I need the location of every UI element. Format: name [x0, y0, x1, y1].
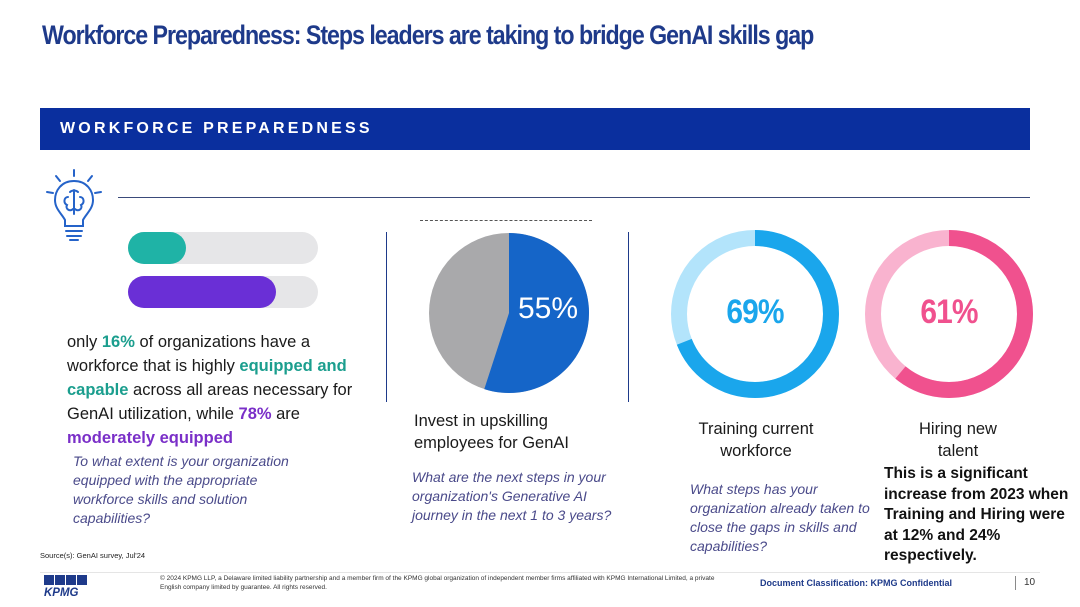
summary-text-4: are — [271, 405, 300, 423]
pie-data-label: 55% — [518, 292, 579, 325]
question-next-steps: What are the next steps in your organiza… — [412, 469, 612, 523]
lightbulb-brain-icon — [46, 169, 102, 241]
question-steps-taken: What steps has your organization already… — [690, 481, 870, 554]
hiring-caption-line-1: Hiring new — [919, 420, 997, 438]
training-caption-line-1: Training current — [698, 420, 814, 438]
summary-text-1: only — [67, 333, 102, 351]
section-banner: WORKFORCE PREPAREDNESS — [40, 108, 1030, 150]
summary-text-3: across all areas necessary for GenAI uti… — [67, 381, 353, 423]
column-divider-2 — [628, 232, 629, 402]
upskilling-caption: Invest in upskilling employees for GenAI — [414, 412, 569, 452]
highly-equipped-bar — [128, 232, 186, 264]
moderately-equipped-bar — [128, 276, 277, 308]
hiring-donut-label: 61% — [920, 293, 978, 331]
training-donut-chart — [671, 230, 839, 398]
summary-pct-16: 16% — [101, 333, 135, 351]
document-classification: Document Classification: KPMG Confidenti… — [760, 578, 953, 588]
hiring-donut-arc — [865, 230, 1033, 398]
training-donut-arc — [671, 230, 839, 398]
training-caption-line-2: workforce — [720, 442, 792, 460]
page-number-separator — [1015, 576, 1016, 590]
column-divider-1 — [386, 232, 387, 402]
question-equipped: To what extent is your organization equi… — [73, 453, 289, 526]
copyright-text: © 2024 KPMG LLP, a Delaware limited liab… — [160, 575, 715, 591]
summary-text-2: of organizations have a workforce that i… — [67, 333, 311, 375]
increase-note: This is a significant increase from 2023… — [884, 465, 1069, 564]
footer-divider — [40, 572, 1040, 573]
summary-equipped-capable: equipped and capable — [67, 357, 347, 399]
source-note: Source(s): GenAI survey, Jul'24 — [40, 551, 146, 560]
section-divider — [118, 197, 1030, 198]
page-number: 10 — [1024, 577, 1036, 588]
equipped-bar-track — [128, 232, 318, 264]
equipped-summary: only 16% of organizations have a workfor… — [67, 330, 357, 450]
pie-slice-upskilling — [484, 233, 590, 393]
dashed-rule — [420, 220, 592, 221]
page-title: Workforce Preparedness: Steps leaders ar… — [42, 20, 814, 50]
kpmg-logo-text: KPMG — [44, 587, 79, 597]
training-donut-label: 69% — [726, 293, 784, 331]
hiring-caption: Hiring new talent — [882, 418, 1034, 462]
banner-title: WORKFORCE PREPAREDNESS — [60, 120, 373, 137]
kpmg-logo: KPMG — [44, 575, 87, 597]
moderately-equipped-bar-track — [128, 276, 318, 308]
summary-pct-78: 78% — [238, 405, 272, 423]
hiring-caption-line-2: talent — [937, 442, 979, 460]
summary-moderately-equipped: moderately equipped — [67, 429, 233, 447]
hiring-donut-chart — [865, 230, 1033, 398]
training-caption: Training current workforce — [680, 418, 832, 462]
upskilling-pie-chart — [429, 233, 590, 393]
